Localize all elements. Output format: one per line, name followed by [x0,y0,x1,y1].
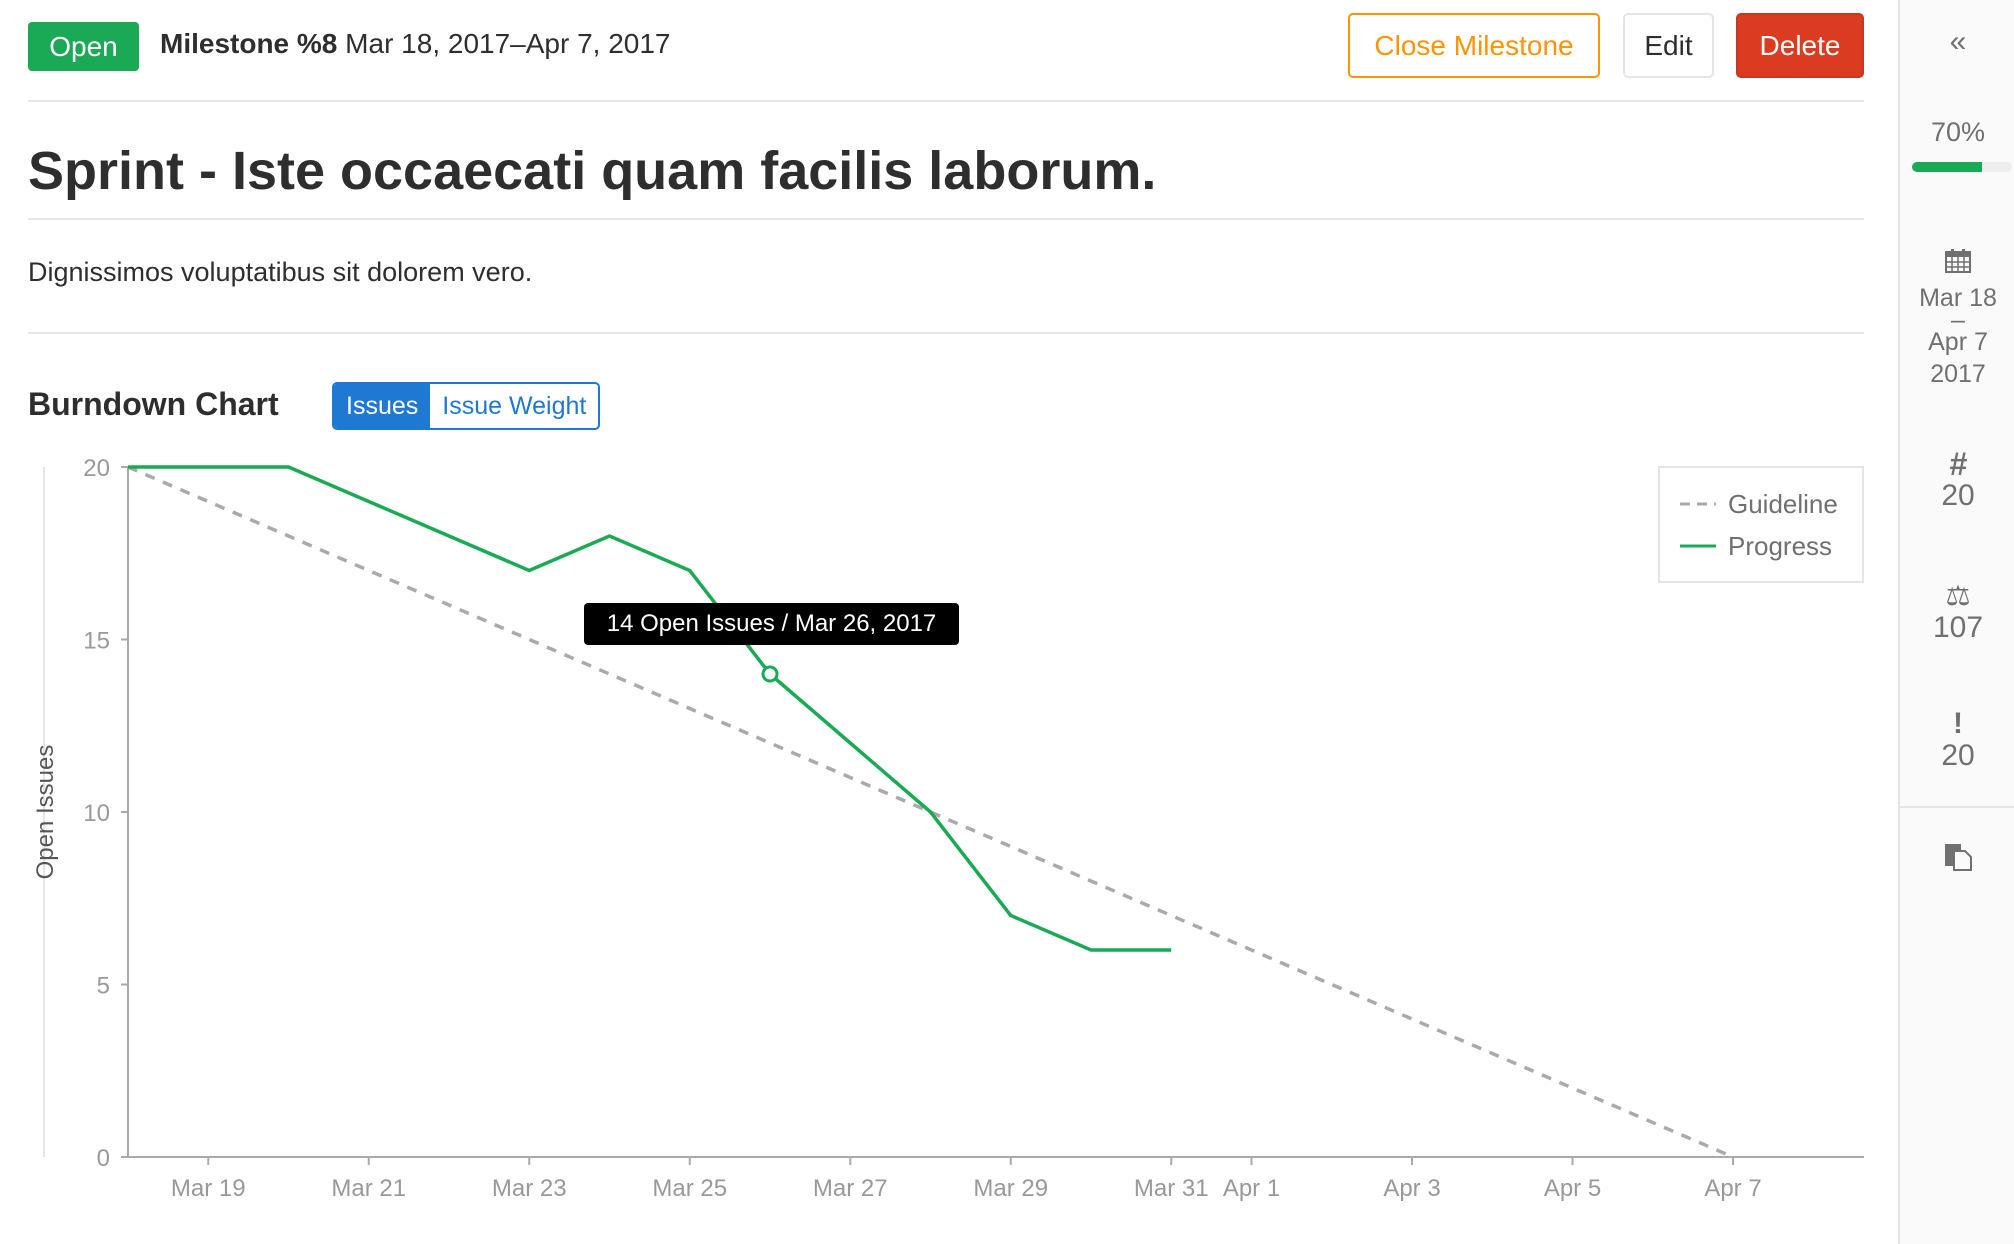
description: Dignissimos voluptatibus sit dolorem ver… [28,257,533,287]
progress-bar [1912,162,2012,172]
status-badge: Open [28,22,139,71]
merge-requests-count: ! 20 [1900,708,2014,772]
delete-button[interactable]: Delete [1736,13,1864,78]
issues-value: 20 [1941,479,1975,512]
tab-issue-weight[interactable]: Issue Weight [442,391,587,420]
weight-value: 107 [1932,611,1984,644]
hash-icon: # [1949,446,1967,482]
copy-reference-icon[interactable] [1900,842,2014,880]
progress-line [128,465,1172,952]
y-tick-label: 20 [83,455,110,482]
burndown-heading: Burndown Chart [28,386,279,422]
right-sidebar: « 70% Mar 18 – Apr 7 2017 # 20 ⚖ 107 ! 2… [1898,0,2014,1244]
calendar-icon [1945,249,1971,273]
tab-issues[interactable]: Issues [334,384,431,428]
scale-icon: ⚖ [1945,580,1971,611]
date-separator: – [1951,306,1965,334]
x-tick-label: Apr 3 [1383,1175,1440,1202]
year: 2017 [1930,360,1986,388]
x-tick-label: Mar 23 [492,1175,567,1202]
chart-tooltip: 14 Open Issues / Mar 26, 2017 [584,603,959,645]
y-tick-label: 0 [97,1145,110,1172]
highlighted-point [761,665,779,683]
x-tick-label: Apr 7 [1704,1175,1761,1202]
start-date: Mar 18 [1919,284,1997,312]
burndown-chart: 0 5 10 15 20 Mar 19 Mar 21 Mar 23 Mar 25 Mar 27 Ma… [32,455,1864,1202]
date-range: Mar 18 – Apr 7 2017 [1900,248,2014,390]
close-milestone-button[interactable]: Close Milestone [1348,13,1600,78]
x-tick-label: Mar 29 [973,1175,1048,1202]
y-tick-label: 10 [83,800,110,827]
issues-count: # 20 [1900,448,2014,512]
weight-total: ⚖ 107 [1900,580,2014,644]
x-tick-label: Mar 27 [813,1175,888,1202]
divider [1900,806,2014,808]
guideline-line [127,465,1734,1159]
x-tick-label: Mar 19 [171,1175,246,1202]
merge-requests-value: 20 [1941,739,1975,772]
y-tick-label: 5 [97,973,110,1000]
x-tick-label: Mar 21 [331,1175,406,1202]
y-axis-label: Open Issues [32,745,59,880]
legend-progress: Progress [1728,531,1832,561]
y-tick-label: 15 [83,628,110,655]
x-tick-label: Mar 25 [652,1175,727,1202]
milestone-dates: Mar 18, 2017–Apr 7, 2017 [345,28,671,59]
x-tick-label: Apr 1 [1223,1175,1280,1202]
end-date: Apr 7 [1928,328,1988,356]
legend: Guideline Progress [1658,466,1864,583]
edit-button[interactable]: Edit [1623,13,1714,78]
divider [28,332,1864,334]
progress-label: 70% [1930,117,1986,147]
page-title: Sprint - Iste occaecati quam facilis lab… [28,141,1157,201]
x-tick-label: Mar 31 [1134,1175,1209,1202]
collapse-sidebar-icon[interactable]: « [1949,25,1967,58]
exclamation-icon: ! [1953,707,1963,740]
legend-guideline: Guideline [1728,489,1838,519]
chart-type-toggle: Issues Issue Weight [332,382,601,430]
divider [28,218,1864,220]
milestone-ref: Milestone %8 [160,28,338,59]
x-tick-label: Apr 5 [1544,1175,1601,1202]
milestone-info: Milestone %8 Mar 18, 2017–Apr 7, 2017 [160,28,671,60]
divider [28,100,1864,102]
